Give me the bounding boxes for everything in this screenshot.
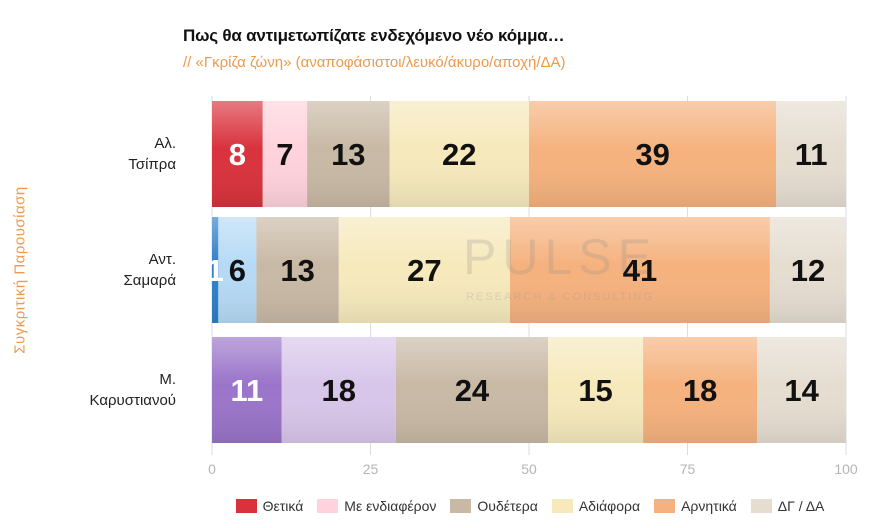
bar-segment-shine	[212, 101, 263, 207]
data-label: 6	[229, 253, 246, 288]
data-label: 39	[635, 137, 669, 172]
category-label: Σαμαρά	[124, 272, 177, 289]
legend-label: Θετικά	[262, 498, 304, 514]
legend-swatch	[450, 499, 472, 513]
bar-segment-shine	[509, 217, 770, 323]
legend-item: Θετικά	[235, 498, 304, 514]
bar-segment-shine	[548, 337, 644, 443]
data-label: 41	[623, 253, 657, 288]
legend-swatch	[235, 499, 257, 513]
legend-label: ΔΓ / ΔΑ	[777, 498, 825, 514]
bar-segment-shine	[218, 217, 257, 323]
watermark-tagline: RESEARCH & CONSULTING	[466, 291, 654, 303]
legend-swatch	[654, 499, 676, 513]
data-label: 22	[442, 137, 476, 172]
data-label: 7	[276, 137, 293, 172]
legend-label: Ουδέτερα	[477, 498, 538, 514]
data-label: 15	[578, 373, 612, 408]
bar-segment-shine	[776, 101, 846, 207]
data-label: 13	[331, 137, 365, 172]
legend-swatch	[750, 499, 772, 513]
data-label: 11	[230, 373, 263, 408]
data-label: 11	[795, 137, 828, 172]
legend-label: Με ενδιαφέρον	[344, 498, 437, 514]
category-label: Τσίπρα	[128, 156, 176, 173]
bar-segment-shine	[338, 217, 510, 323]
data-label: 12	[791, 253, 825, 288]
bar-segment-shine	[256, 217, 339, 323]
data-label: 27	[407, 253, 441, 288]
bar-segment-shine	[757, 337, 846, 443]
data-label: 13	[280, 253, 314, 288]
bar-segment-shine	[389, 101, 529, 207]
x-tick-label: 50	[521, 461, 537, 477]
x-tick-label: 75	[680, 461, 696, 477]
data-label: 14	[784, 373, 819, 408]
legend: Θετικά Με ενδιαφέρον Ουδέτερα Αδιάφορα Αρνητ…	[0, 498, 890, 514]
category-label: Αντ.	[149, 251, 176, 268]
bar-segment-shine	[307, 101, 390, 207]
data-label: 1	[207, 253, 224, 288]
data-label: 24	[455, 373, 490, 408]
watermark-logo: PULSE	[463, 229, 657, 285]
bar-segment-shine	[529, 101, 777, 207]
category-label: Αλ.	[154, 135, 176, 152]
legend-label: Αδιάφορα	[578, 498, 641, 514]
chart-title: Πως θα αντιμετωπίζατε ενδεχόμενο νέο κόμ…	[183, 26, 565, 45]
data-label: 18	[322, 373, 356, 408]
legend-item: Ουδέτερα	[450, 498, 538, 514]
bar-segment-shine	[769, 217, 846, 323]
x-tick-label: 25	[363, 461, 379, 477]
bar-segment-shine	[395, 337, 549, 443]
data-label: 18	[683, 373, 717, 408]
category-label: Καρυστιανού	[90, 392, 176, 409]
legend-item: Αρνητικά	[654, 498, 737, 514]
legend-item: ΔΓ / ΔΑ	[750, 498, 825, 514]
x-tick-label: 0	[208, 461, 216, 477]
bar-segment-shine	[212, 217, 219, 323]
bar-segment-shine	[212, 337, 282, 443]
bar-segment-shine	[281, 337, 396, 443]
legend-label: Αρνητικά	[681, 498, 737, 514]
data-label: 8	[229, 137, 246, 172]
legend-item: Με ενδιαφέρον	[317, 498, 436, 514]
legend-swatch	[317, 499, 339, 513]
category-label: Μ.	[159, 371, 176, 388]
bar-segment-shine	[643, 337, 758, 443]
legend-item: Αδιάφορα	[551, 498, 641, 514]
legend-swatch	[551, 499, 573, 513]
x-tick-label: 100	[834, 461, 858, 477]
chart-subtitle: // «Γκρίζα ζώνη» (αναποφάσιστοι/λευκό/άκ…	[183, 54, 566, 71]
bar-segment-shine	[262, 101, 308, 207]
